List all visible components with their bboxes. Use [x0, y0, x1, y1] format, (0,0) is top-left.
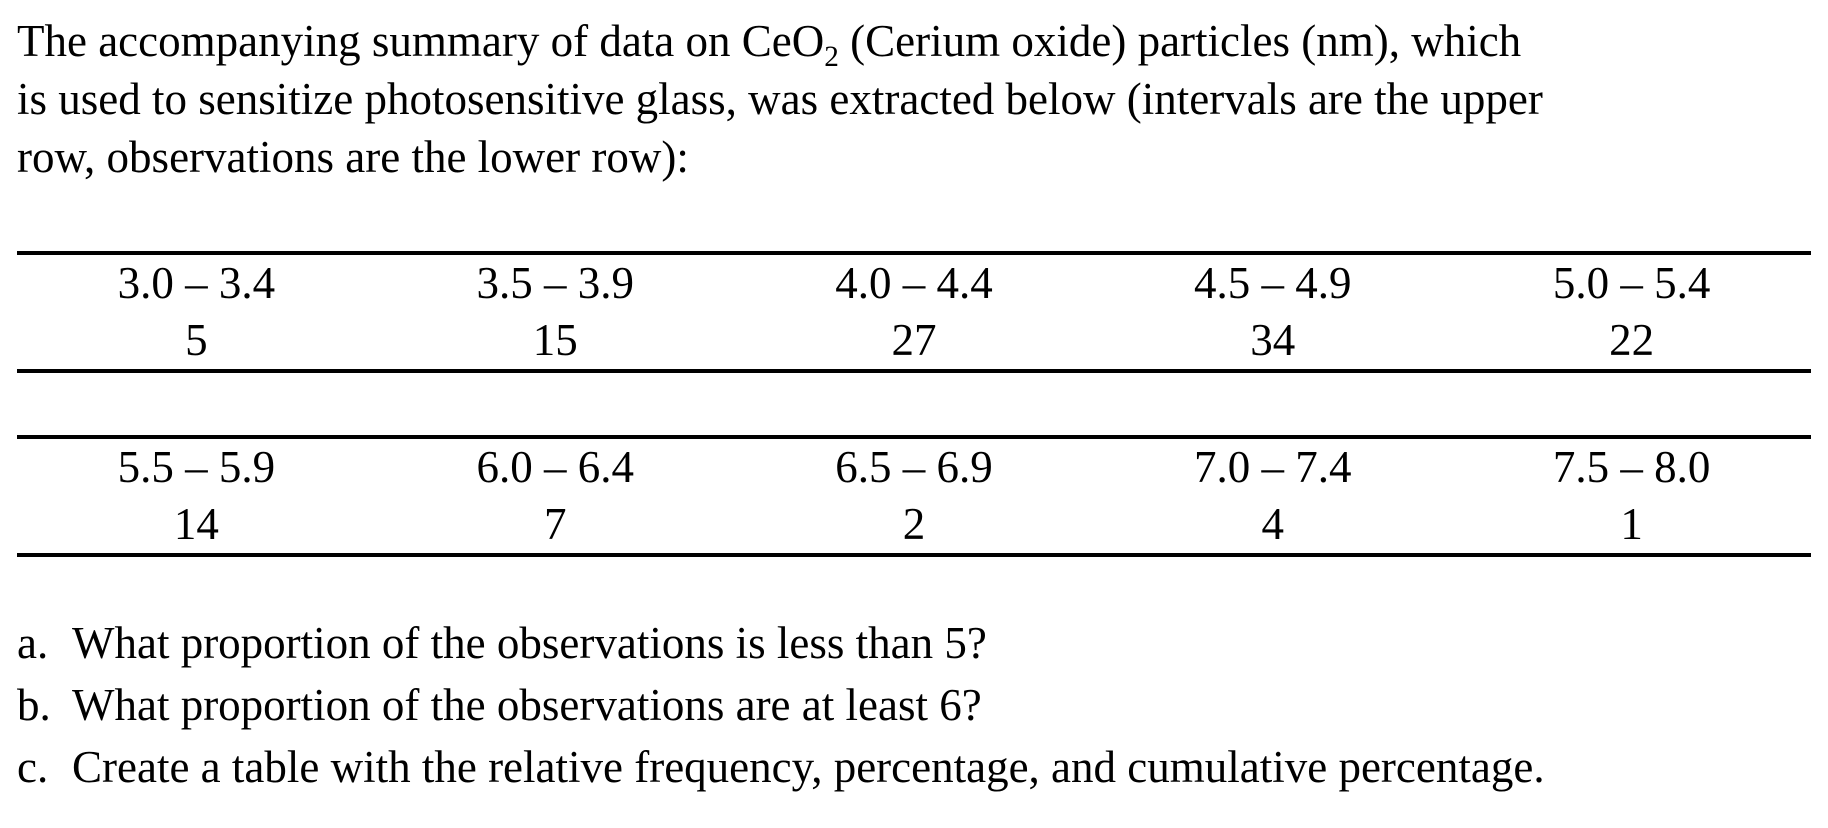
- question-b-label: b.: [17, 680, 51, 730]
- intro-line-2: is used to sensitize photosensitive glas…: [17, 74, 1543, 124]
- interval-cell: 5.5 – 5.9: [117, 442, 276, 492]
- intro-line-1-pre: The accompanying summary of data on CeO: [17, 16, 825, 66]
- ceo2-subscript: 2: [824, 41, 839, 73]
- interval-cell: 7.5 – 8.0: [1552, 442, 1711, 492]
- observation-cell: 5: [185, 315, 208, 365]
- intro-line-3: row, observations are the lower row):: [17, 132, 689, 182]
- observation-cell: 7: [543, 499, 567, 549]
- observation-cell: 34: [1250, 315, 1296, 365]
- observation-cell: 15: [532, 315, 578, 365]
- intro-paragraph: The accompanying summary of data on CeO2…: [17, 12, 1543, 186]
- interval-cell: 6.5 – 6.9: [835, 442, 993, 492]
- observation-cell: 4: [1261, 499, 1285, 549]
- question-a-label: a.: [17, 618, 49, 668]
- interval-cell: 3.0 – 3.4: [117, 258, 276, 308]
- question-c-label: c.: [17, 742, 49, 792]
- question-a-text: What proportion of the observations is l…: [72, 618, 987, 668]
- intro-line-1: The accompanying summary of data on CeO2…: [17, 12, 1543, 73]
- observation-cell: 27: [891, 315, 937, 365]
- interval-cell: 6.0 – 6.4: [476, 442, 634, 492]
- interval-cell: 4.5 – 4.9: [1194, 258, 1352, 308]
- observation-cell: 2: [902, 499, 926, 549]
- observation-cell: 22: [1609, 315, 1655, 365]
- observation-cell: 14: [173, 499, 219, 549]
- intro-line-1-post: (Cerium oxide) particles (nm), which: [838, 16, 1522, 66]
- interval-cell: 4.0 – 4.4: [835, 258, 993, 308]
- question-b: b. What proportion of the observations a…: [17, 674, 1545, 736]
- interval-cell: 5.0 – 5.4: [1552, 258, 1711, 308]
- frequency-table-1: 3.0 – 3.4 3.5 – 3.9 4.0 – 4.4 4.5 – 4.9 …: [17, 251, 1811, 373]
- interval-row-2: 5.5 – 5.9 6.0 – 6.4 6.5 – 6.9 7.0 – 7.4 …: [17, 439, 1811, 496]
- questions-list: a. What proportion of the observations i…: [17, 612, 1545, 798]
- question-c: c. Create a table with the relative freq…: [17, 736, 1545, 798]
- observation-row-1: 5 15 27 34 22: [17, 312, 1811, 369]
- question-a: a. What proportion of the observations i…: [17, 612, 1545, 674]
- observation-cell: 1: [1620, 499, 1643, 549]
- interval-cell: 3.5 – 3.9: [476, 258, 634, 308]
- observation-row-2: 14 7 2 4 1: [17, 496, 1811, 553]
- interval-cell: 7.0 – 7.4: [1194, 442, 1352, 492]
- frequency-table-2: 5.5 – 5.9 6.0 – 6.4 6.5 – 6.9 7.0 – 7.4 …: [17, 435, 1811, 557]
- question-b-text: What proportion of the observations are …: [72, 680, 982, 730]
- question-c-text: Create a table with the relative frequen…: [72, 742, 1545, 792]
- interval-row-1: 3.0 – 3.4 3.5 – 3.9 4.0 – 4.4 4.5 – 4.9 …: [17, 255, 1811, 312]
